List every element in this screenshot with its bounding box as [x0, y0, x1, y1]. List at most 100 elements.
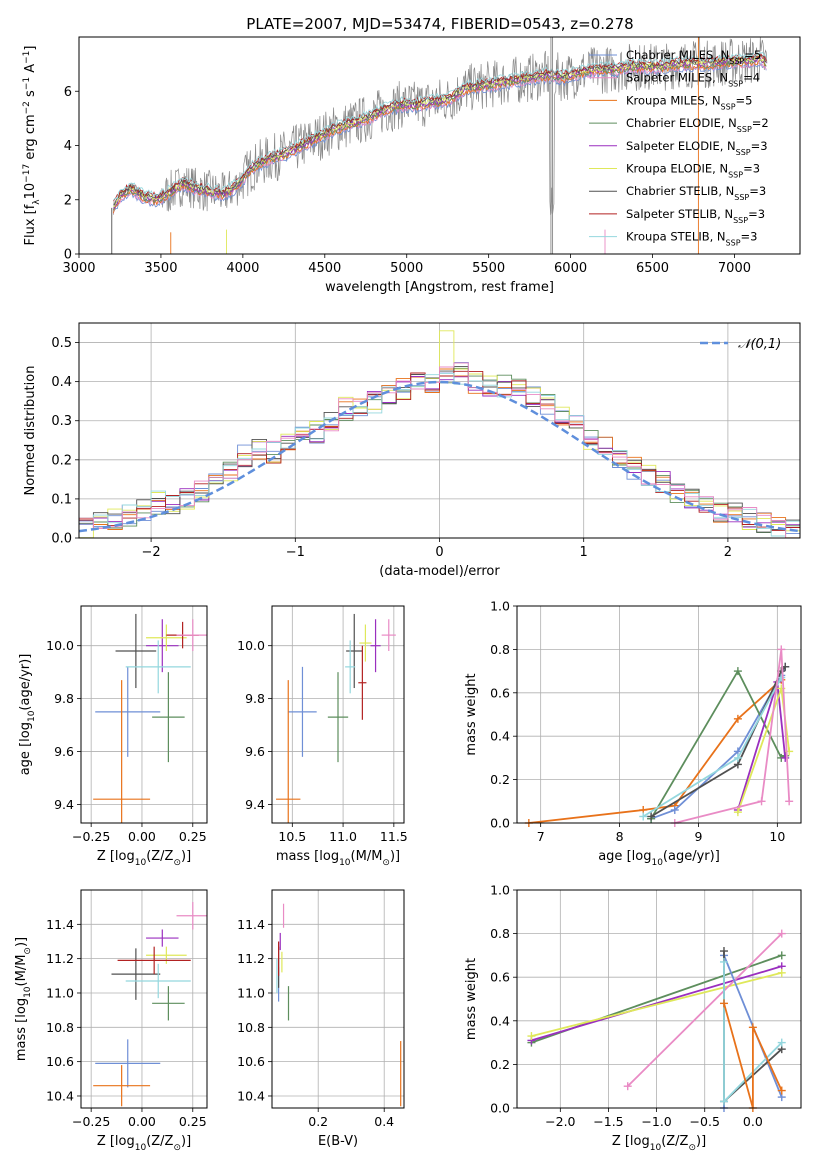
y-axis-label: mass weight: [464, 958, 479, 1040]
x-tick-label: −1.0: [641, 1114, 671, 1129]
y-tick-label: 11.0: [237, 985, 265, 1000]
weight-line: [650, 666, 786, 818]
weight-line: [674, 649, 791, 823]
x-tick-label: −0.5: [690, 1114, 720, 1129]
y-tick-label: 10.6: [237, 1054, 265, 1069]
x-tick-label: 0: [435, 545, 443, 560]
legend-entry: 𝒩(0,1): [738, 337, 781, 352]
y-tick-label: 0.0: [490, 816, 510, 831]
y-axis-label: Normed distribution: [23, 366, 38, 496]
y-axis-label: mass [log10(M/M⊙)]: [14, 937, 33, 1061]
y-tick-label: 0.2: [490, 772, 510, 787]
weight-marker: [777, 951, 786, 960]
errorbar-point: [381, 619, 396, 651]
panel-age_vs_mass: 10.5 11.0 11.5 9.4 9.6 9.8 10.0 mass [log10(M/M…: [237, 605, 408, 868]
y-tick-label: 9.6: [54, 744, 74, 759]
errorbar-point: [152, 986, 185, 1021]
weight-marker: [719, 1097, 728, 1106]
panel-mass_vs_Z: −0.25 0.00 0.25 10.4 10.6 10.8 11.0 11.2 11.4 Z […: [14, 889, 208, 1153]
y-tick-label: 10.0: [46, 638, 74, 653]
weight-marker: [733, 667, 742, 676]
y-tick-label: 2: [64, 193, 72, 208]
axes-frame: [80, 605, 208, 824]
panel-spectrum: 3000 3500 4000 4500 5000 5500 6000 6500 7000 0 2 4 6…: [22, 36, 801, 295]
panel-age_vs_Z: −0.25 0.00 0.25 9.4 9.6 9.8 10.0 Z [log10(Z/Z⊙)…: [18, 605, 208, 868]
legend-entry: Kroupa STELIB, NSSP=3: [626, 230, 757, 248]
weight-marker: [527, 1032, 536, 1041]
legend-entry: Kroupa MILES, NSSP=5: [626, 93, 752, 111]
errorbar-point: [95, 1039, 161, 1088]
y-tick-label: 6: [64, 85, 72, 100]
y-tick-label: 0.3: [51, 414, 72, 429]
panel-residuals: −2 −1 0 1 2 0.0 0.1 0.2 0.3 0.4 0.5 (data-model)/er…: [23, 322, 801, 579]
x-axis-label: Z [log10(Z/Z⊙)]: [612, 1134, 706, 1153]
x-tick-label: 0.25: [179, 829, 207, 844]
model-spectrum-line: [113, 51, 767, 201]
weight-marker: [733, 714, 742, 723]
weight-marker: [777, 1086, 786, 1095]
x-tick-label: 5000: [390, 261, 423, 276]
y-tick-label: 9.8: [245, 691, 265, 706]
y-tick-label: 9.6: [245, 744, 265, 759]
residual-histogram: [79, 362, 800, 538]
y-tick-label: 0.6: [490, 685, 510, 700]
errorbar-point: [146, 929, 179, 947]
x-axis-label: wavelength [Angstrom, rest frame]: [325, 280, 554, 295]
x-tick-label: 9: [694, 829, 702, 844]
errorbar-point: [327, 672, 349, 763]
y-tick-label: 0.4: [490, 729, 510, 744]
x-tick-label: 0.25: [179, 1114, 207, 1129]
y-tick-label: 10.0: [237, 638, 265, 653]
weight-marker: [670, 805, 679, 814]
y-tick-label: 0: [64, 248, 72, 263]
x-tick-label: 0.0: [743, 1114, 763, 1129]
legend-entry: Salpeter MILES, NSSP=4: [626, 71, 760, 89]
weight-line: [650, 669, 786, 820]
y-tick-label: 11.2: [237, 951, 265, 966]
legend-entry: Kroupa ELODIE, NSSP=3: [626, 162, 760, 180]
weight-marker: [777, 645, 786, 654]
weight-line: [650, 666, 787, 820]
weight-marker: [785, 797, 794, 806]
y-tick-label: 4: [64, 139, 72, 154]
x-tick-label: 3000: [62, 261, 95, 276]
y-tick-label: 11.4: [46, 917, 74, 932]
errorbar-point: [288, 666, 317, 757]
axes-frame: [516, 605, 802, 824]
y-tick-label: 0.0: [51, 532, 72, 547]
y-tick-label: 0.8: [490, 926, 510, 941]
y-axis-label: age [log10(age/yr)]: [18, 654, 37, 776]
y-tick-label: 0.2: [490, 1057, 510, 1072]
weight-line: [723, 1003, 783, 1108]
y-tick-label: 10.6: [46, 1054, 74, 1069]
errorbar-point: [95, 666, 161, 757]
x-tick-label: 7000: [718, 261, 751, 276]
x-tick-label: 1: [580, 545, 588, 560]
x-tick-label: 6000: [554, 261, 587, 276]
y-tick-label: 1.0: [490, 883, 510, 898]
axes-frame: [80, 889, 208, 1109]
y-axis-label: Flux [fλ10−17 erg cm−2 s−1 A−1]: [22, 46, 42, 246]
weight-marker: [719, 957, 728, 966]
y-tick-label: 0.4: [490, 1013, 510, 1028]
weight-marker: [777, 929, 786, 938]
legend-entry: Chabrier STELIB, NSSP=3: [626, 184, 766, 202]
y-tick-label: 11.4: [237, 917, 265, 932]
errorbar-point: [125, 640, 191, 694]
weight-line: [627, 932, 783, 1087]
errorbar-point: [359, 624, 372, 662]
errorbar-point: [115, 613, 157, 689]
x-tick-label: 0.00: [128, 829, 156, 844]
y-tick-label: 10.4: [46, 1088, 74, 1103]
y-tick-label: 9.4: [245, 797, 265, 812]
weight-line: [531, 965, 782, 1042]
x-tick-label: 3500: [144, 261, 177, 276]
weight-marker: [639, 812, 648, 821]
weight-marker: [757, 797, 766, 806]
x-tick-label: 2: [724, 545, 732, 560]
weight-marker: [719, 947, 728, 956]
panel-weight_vs_Z: −2.0 −1.5 −1.0 −0.5 0.0 0.0 0.2 0.4 0.6 0.8 1.0 Z […: [464, 883, 802, 1153]
x-tick-label: 4000: [226, 261, 259, 276]
x-tick-label: 8: [616, 829, 624, 844]
